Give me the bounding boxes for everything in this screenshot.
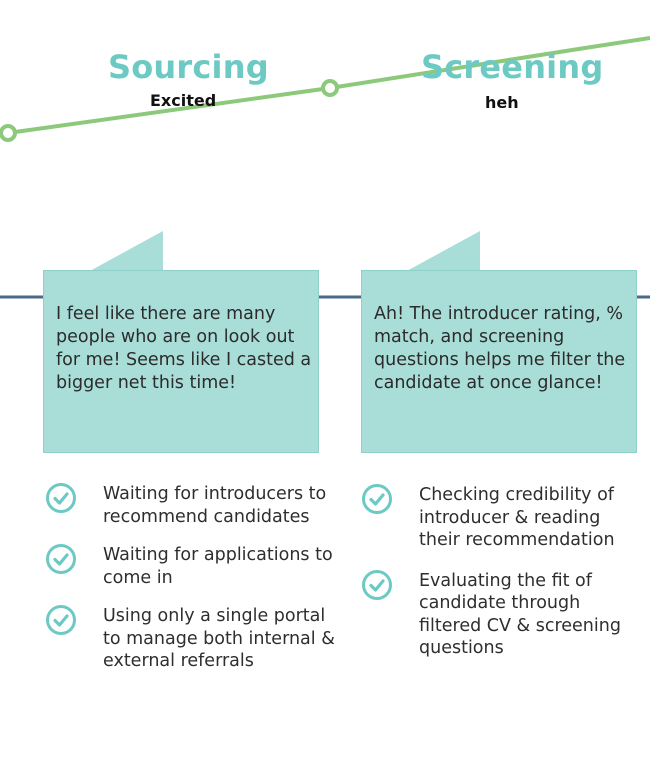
check-circle-icon [46, 605, 76, 635]
check-circle-icon [362, 484, 392, 514]
task-item: Checking credibility of introducer & rea… [361, 484, 646, 552]
stage-title-sourcing: Sourcing [108, 48, 269, 86]
task-text: Waiting for introducers to recommend can… [103, 484, 327, 527]
check-circle-icon [46, 483, 76, 513]
stage-title-screening: Screening [421, 48, 604, 86]
emotion-point-sourcing [321, 79, 339, 97]
emotion-label-screening: heh [485, 93, 519, 112]
quote-text-screening: Ah! The introducer rating, % match, and … [374, 304, 626, 393]
task-list-screening: Checking credibility of introducer & rea… [361, 484, 646, 660]
task-item: Waiting for applications to come in [45, 544, 335, 589]
quote-text-sourcing: I feel like there are many people who ar… [56, 304, 312, 393]
quote-bubble-tail-screening [405, 231, 480, 272]
quote-bubble-screening: Ah! The introducer rating, % match, and … [361, 270, 637, 453]
check-circle-icon [362, 569, 392, 600]
task-text: Waiting for applications to come in [103, 545, 333, 588]
task-item: Using only a single portal to manage bot… [45, 605, 335, 673]
task-list-sourcing: Waiting for introducers to recommend can… [45, 483, 335, 673]
task-text: Using only a single portal to manage bot… [103, 606, 335, 671]
quote-bubble-tail-sourcing [88, 231, 163, 272]
task-item: Evaluating the fit of candidate through … [361, 569, 646, 660]
task-item: Waiting for introducers to recommend can… [45, 483, 335, 528]
emotion-line [6, 36, 650, 135]
emotion-label-sourcing: Excited [150, 91, 217, 110]
task-text: Evaluating the fit of candidate through … [419, 570, 621, 659]
quote-bubble-sourcing: I feel like there are many people who ar… [43, 270, 319, 453]
check-circle-icon [46, 544, 76, 574]
emotion-point-start [0, 124, 17, 142]
task-text: Checking credibility of introducer & rea… [419, 485, 615, 550]
